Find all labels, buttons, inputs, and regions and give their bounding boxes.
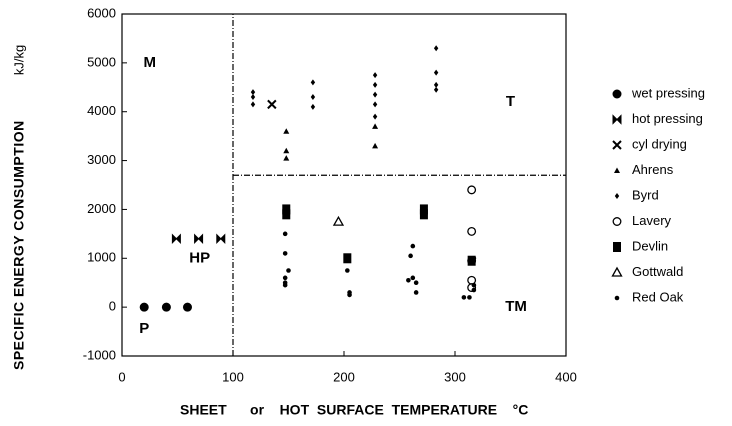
marker bbox=[282, 251, 288, 256]
marker bbox=[467, 185, 477, 195]
marker bbox=[286, 268, 291, 273]
marker bbox=[471, 287, 477, 293]
legend-marker bbox=[612, 217, 622, 226]
marker bbox=[467, 255, 476, 266]
legend-label: wet pressing bbox=[631, 85, 705, 100]
marker bbox=[372, 81, 378, 88]
marker bbox=[182, 302, 192, 312]
marker bbox=[408, 253, 413, 259]
marker bbox=[194, 233, 204, 244]
legend-marker bbox=[612, 89, 622, 99]
marker bbox=[372, 91, 378, 98]
marker bbox=[413, 290, 419, 295]
annotation: TM bbox=[505, 298, 527, 315]
y-tick-label: 5000 bbox=[87, 54, 116, 69]
marker bbox=[406, 277, 411, 283]
x-tick-label: 100 bbox=[222, 369, 244, 384]
marker bbox=[343, 253, 352, 264]
legend-marker bbox=[614, 167, 620, 173]
annotation: P bbox=[139, 320, 149, 337]
marker bbox=[433, 81, 439, 88]
legend-marker bbox=[612, 114, 622, 125]
marker bbox=[171, 233, 181, 244]
marker bbox=[433, 69, 439, 76]
x-tick-label: 0 bbox=[118, 369, 125, 384]
marker bbox=[250, 101, 256, 108]
y-tick-label: -1000 bbox=[83, 347, 116, 362]
marker bbox=[282, 282, 288, 288]
x-tick-label: 200 bbox=[333, 369, 355, 384]
legend-label: Byrd bbox=[632, 187, 659, 202]
marker bbox=[283, 155, 290, 161]
y-tick-label: 1000 bbox=[87, 250, 116, 265]
marker bbox=[345, 268, 350, 273]
marker bbox=[372, 123, 379, 129]
marker bbox=[419, 209, 428, 220]
marker bbox=[433, 86, 439, 93]
annotation: HP bbox=[189, 249, 210, 266]
marker bbox=[332, 215, 345, 226]
marker bbox=[433, 45, 439, 52]
y-axis-unit: kJ/kg bbox=[11, 45, 26, 75]
legend-marker bbox=[614, 295, 620, 301]
x-tick-label: 300 bbox=[444, 369, 466, 384]
annotation: T bbox=[506, 93, 515, 110]
y-axis-label: SPECIFIC ENERGY CONSUMPTION bbox=[11, 120, 27, 370]
marker bbox=[250, 94, 256, 101]
annotation: M bbox=[144, 54, 157, 71]
y-tick-label: 6000 bbox=[87, 5, 116, 20]
marker bbox=[413, 280, 419, 286]
legend-marker bbox=[613, 242, 621, 252]
legend-marker bbox=[612, 140, 622, 150]
legend-label: Gottwald bbox=[632, 264, 683, 279]
y-tick-label: 0 bbox=[109, 299, 116, 314]
marker bbox=[282, 209, 291, 220]
marker bbox=[283, 128, 290, 134]
legend-label: Ahrens bbox=[632, 162, 674, 177]
marker bbox=[161, 302, 171, 312]
x-axis-label: SHEET or HOT SURFACE TEMPERATURE °C bbox=[180, 402, 528, 418]
x-tick-label: 400 bbox=[555, 369, 577, 384]
marker bbox=[310, 103, 316, 110]
marker bbox=[347, 292, 352, 298]
marker bbox=[282, 275, 288, 281]
legend-marker bbox=[611, 266, 623, 277]
y-tick-label: 2000 bbox=[87, 201, 116, 216]
marker bbox=[372, 113, 378, 120]
marker bbox=[410, 243, 416, 249]
legend-label: Devlin bbox=[632, 238, 668, 253]
marker bbox=[250, 89, 256, 96]
marker bbox=[467, 226, 477, 236]
marker bbox=[467, 295, 472, 300]
marker bbox=[471, 255, 477, 261]
marker bbox=[310, 94, 316, 101]
marker bbox=[372, 142, 379, 149]
marker bbox=[139, 302, 149, 312]
marker bbox=[372, 72, 378, 79]
y-tick-label: 3000 bbox=[87, 152, 116, 167]
legend-label: hot pressing bbox=[632, 111, 703, 126]
marker bbox=[283, 147, 290, 154]
legend-label: Red Oak bbox=[632, 289, 684, 304]
legend-label: Lavery bbox=[632, 213, 672, 228]
marker bbox=[216, 233, 226, 244]
legend-marker bbox=[614, 193, 620, 199]
marker bbox=[410, 275, 416, 281]
marker bbox=[471, 282, 477, 288]
marker bbox=[461, 295, 467, 300]
marker bbox=[282, 231, 288, 237]
legend-label: cyl drying bbox=[632, 136, 687, 151]
marker bbox=[310, 79, 316, 86]
marker bbox=[267, 99, 277, 110]
marker bbox=[372, 101, 378, 108]
y-tick-label: 4000 bbox=[87, 103, 116, 118]
